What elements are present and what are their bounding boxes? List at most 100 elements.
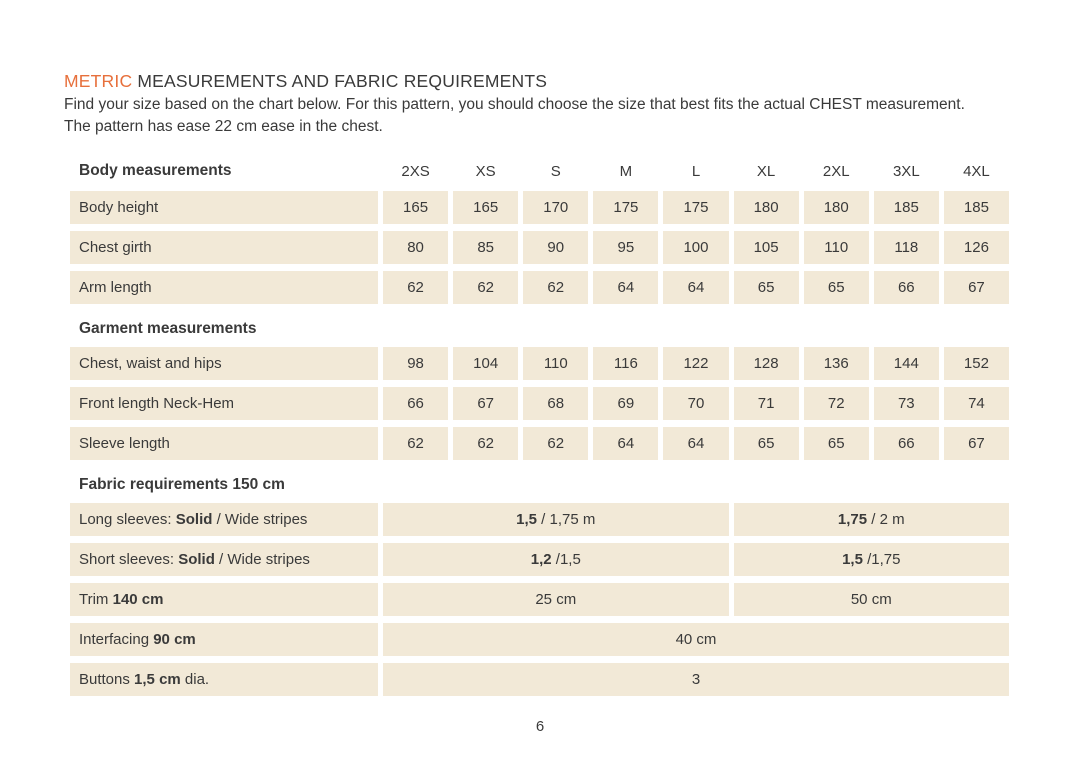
value-cell: 67 <box>943 271 1009 304</box>
text-segment: 64 <box>617 279 635 296</box>
size-table: Body measurements 2XS XS S M L XL 2XL 3XL 4XL Body… <box>70 157 1009 703</box>
text-segment: 185 <box>963 199 989 216</box>
text-segment: 110 <box>543 355 568 372</box>
column-header-cell: S <box>523 157 588 185</box>
table-row: Buttons 1,5 cm dia. 3 <box>70 663 1009 696</box>
text-segment: 40 cm <box>675 631 717 648</box>
text-segment: 128 <box>753 355 779 372</box>
column-header-cell: XL <box>734 157 799 185</box>
value-cell: 62 <box>523 271 589 304</box>
text-segment: 90 <box>547 239 565 256</box>
text-segment: 62 <box>477 435 494 452</box>
value-cell: 65 <box>733 271 799 304</box>
row-label-cell: Arm length <box>70 271 378 304</box>
table-row: Chest girth 80 85 90 95 100 105 110 118 126 <box>70 231 1009 264</box>
text-segment: M <box>619 162 633 180</box>
row-label-cell: Interfacing 90 cm <box>70 623 378 656</box>
text-segment: 1,2 <box>530 551 552 568</box>
text-segment: 71 <box>757 395 775 412</box>
table-row: Interfacing 90 cm 40 cm <box>70 623 1009 656</box>
text-segment: 50 cm <box>850 591 892 608</box>
text-segment: 175 <box>613 199 639 216</box>
text-segment: XL <box>756 162 776 180</box>
text-segment: 1,5 cm <box>134 671 181 688</box>
merged-value-cell: 1,5 /1,75 <box>733 543 1009 576</box>
page-title-rest: MEASUREMENTS AND FABRIC REQUIREMENTS <box>132 71 548 91</box>
text-segment: 3XL <box>892 162 920 180</box>
section-row: Fabric requirements 150 cm <box>70 467 1009 503</box>
value-cell: 80 <box>383 231 449 264</box>
row-label-cell: Body height <box>70 191 378 224</box>
text-segment: 66 <box>407 395 424 412</box>
value-cell: 98 <box>383 347 449 380</box>
text-segment: Fabric requirements 150 cm <box>79 476 285 493</box>
text-segment: 110 <box>824 239 849 256</box>
text-segment: 90 cm <box>153 631 196 648</box>
text-segment: 64 <box>617 435 635 452</box>
value-cell: 110 <box>803 231 869 264</box>
value-cell: 180 <box>803 191 869 224</box>
table-row: Short sleeves: Solid / Wide stripes 1,2 /… <box>70 543 1009 576</box>
column-header-cell: 2XL <box>804 157 869 185</box>
table-row: Front length Neck-Hem 66 67 68 69 70 71 72 73 74 <box>70 387 1009 420</box>
text-segment: /1,75 <box>862 551 901 568</box>
text-segment: 105 <box>753 239 779 256</box>
text-segment: 165 <box>403 199 429 216</box>
value-cell: 64 <box>593 427 659 460</box>
text-segment: 1,75 <box>837 511 868 528</box>
value-cell: 95 <box>593 231 659 264</box>
text-segment: dia. <box>180 671 210 688</box>
text-segment: 116 <box>613 355 638 372</box>
text-segment: 180 <box>753 199 779 216</box>
text-segment: 122 <box>683 355 709 372</box>
text-segment: 62 <box>477 279 494 296</box>
value-cell: 71 <box>733 387 799 420</box>
table-header-row: Body measurements 2XS XS S M L XL 2XL 3XL 4XL <box>70 157 1009 185</box>
text-segment: / Wide stripes <box>212 511 308 528</box>
merged-value-cell: 1,5 / 1,75 m <box>383 503 729 536</box>
text-segment: Trim <box>79 591 113 608</box>
value-cell: 116 <box>593 347 659 380</box>
value-cell: 66 <box>383 387 449 420</box>
page-title-accent: METRIC <box>64 71 133 91</box>
row-label-cell: Trim 140 cm <box>70 583 378 616</box>
table-row: Sleeve length 62 62 62 64 64 65 65 66 67 <box>70 427 1009 460</box>
text-segment: 62 <box>407 279 424 296</box>
text-segment: 80 <box>407 239 424 256</box>
value-cell: 73 <box>873 387 939 420</box>
text-segment: 70 <box>687 395 705 412</box>
page-number: 6 <box>535 718 545 735</box>
value-cell: 74 <box>943 387 1009 420</box>
row-label-cell: Front length Neck-Hem <box>70 387 378 420</box>
value-cell: 67 <box>453 387 519 420</box>
column-header-cell: 2XS <box>383 157 448 185</box>
text-segment: / 1,75 m <box>537 511 596 528</box>
text-segment: Chest, waist and hips <box>79 355 222 372</box>
text-segment: 65 <box>757 435 775 452</box>
page-title: METRIC MEASUREMENTS AND FABRIC REQUIREME… <box>64 71 547 92</box>
value-cell: 65 <box>803 271 869 304</box>
text-segment: 180 <box>823 199 849 216</box>
text-segment: 62 <box>547 435 565 452</box>
text-segment: 69 <box>617 395 635 412</box>
value-cell: 90 <box>523 231 589 264</box>
value-cell: 67 <box>943 427 1009 460</box>
text-segment: Garment measurements <box>79 320 257 337</box>
text-segment: 72 <box>827 395 845 412</box>
value-cell: 165 <box>383 191 449 224</box>
text-segment: 66 <box>897 279 915 296</box>
text-segment: 65 <box>827 279 845 296</box>
value-cell: 122 <box>663 347 729 380</box>
text-segment: 65 <box>827 435 845 452</box>
text-segment: 185 <box>893 199 919 216</box>
text-segment: 175 <box>683 199 709 216</box>
value-cell: 100 <box>663 231 729 264</box>
column-header-cell: 4XL <box>944 157 1009 185</box>
value-cell: 180 <box>733 191 799 224</box>
value-cell: 66 <box>873 427 939 460</box>
value-cell: 62 <box>453 427 519 460</box>
text-segment: 74 <box>968 395 985 412</box>
value-cell: 62 <box>383 427 449 460</box>
value-cell: 175 <box>663 191 729 224</box>
value-cell: 152 <box>943 347 1009 380</box>
